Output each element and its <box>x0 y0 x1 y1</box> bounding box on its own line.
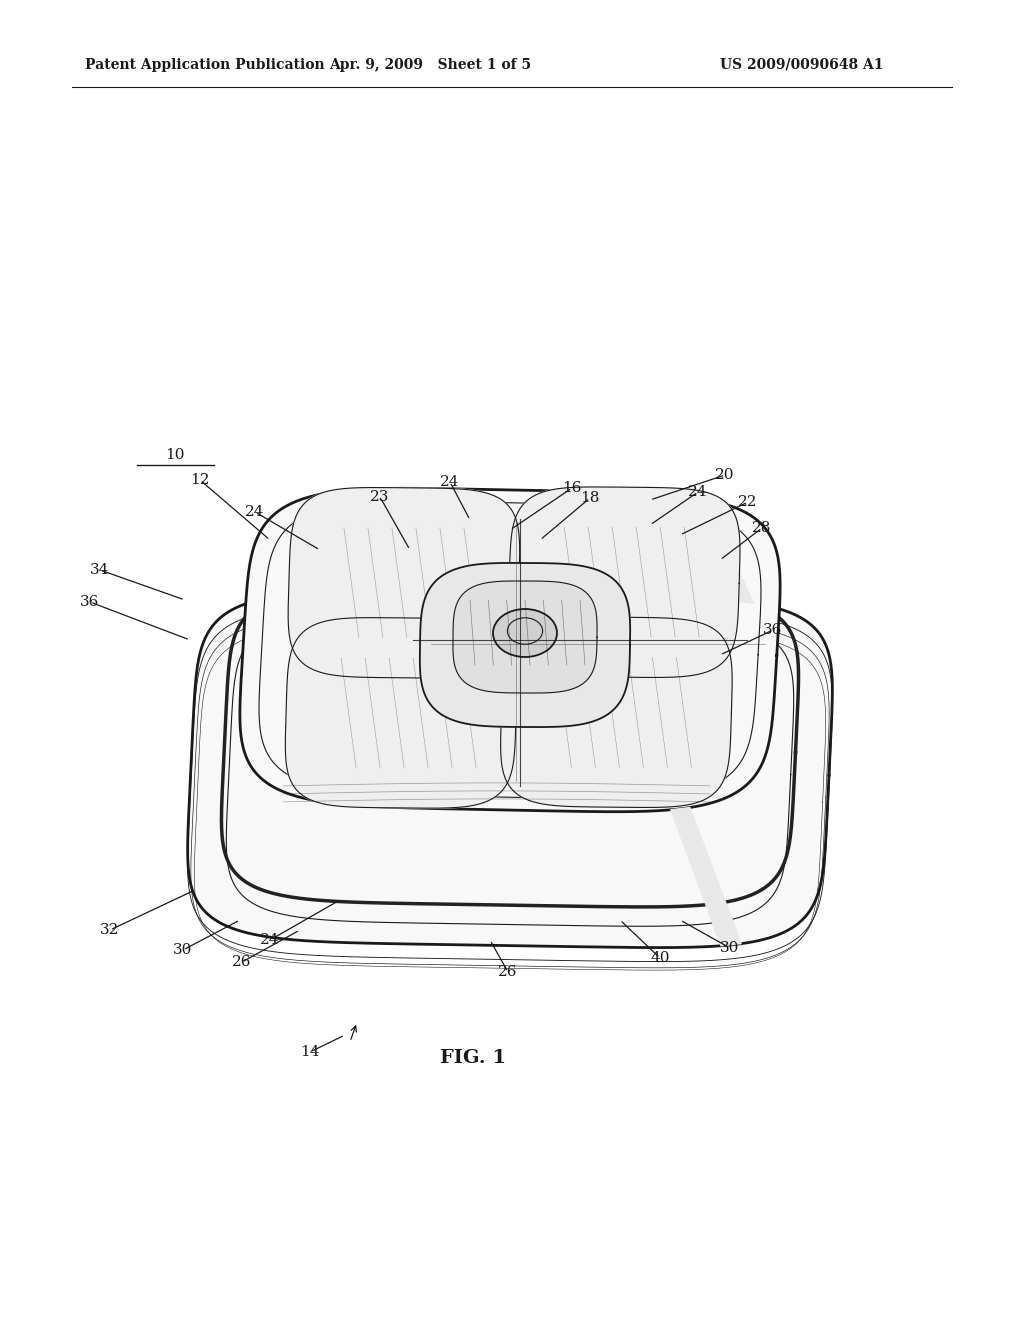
Polygon shape <box>288 487 519 678</box>
Text: 26: 26 <box>499 965 518 979</box>
Ellipse shape <box>300 871 380 899</box>
Text: 24: 24 <box>260 933 280 946</box>
Text: 14: 14 <box>300 1045 319 1059</box>
Text: 20: 20 <box>715 469 735 482</box>
Text: 32: 32 <box>100 923 120 937</box>
Text: 24: 24 <box>440 475 460 488</box>
Text: 26: 26 <box>232 954 252 969</box>
Text: FIG. 1: FIG. 1 <box>440 1049 506 1067</box>
Text: 23: 23 <box>371 490 390 504</box>
Text: 18: 18 <box>581 491 600 506</box>
Text: 24: 24 <box>688 484 708 499</box>
Polygon shape <box>302 791 728 929</box>
Text: 30: 30 <box>173 942 193 957</box>
Ellipse shape <box>640 865 720 891</box>
Text: 36: 36 <box>80 595 99 609</box>
Polygon shape <box>509 487 740 677</box>
Text: 40: 40 <box>650 950 670 965</box>
Text: 12: 12 <box>190 473 210 487</box>
Text: 16: 16 <box>562 480 582 495</box>
Text: 28: 28 <box>753 521 772 535</box>
Text: Apr. 9, 2009   Sheet 1 of 5: Apr. 9, 2009 Sheet 1 of 5 <box>329 58 531 73</box>
Polygon shape <box>233 636 786 944</box>
Polygon shape <box>453 581 597 693</box>
Polygon shape <box>240 895 425 940</box>
Text: US 2009/0090648 A1: US 2009/0090648 A1 <box>720 58 884 73</box>
Polygon shape <box>240 488 780 812</box>
Polygon shape <box>671 808 741 945</box>
Polygon shape <box>286 618 517 808</box>
Text: 22: 22 <box>738 495 758 510</box>
Polygon shape <box>501 616 732 808</box>
Polygon shape <box>685 496 754 603</box>
Text: 10: 10 <box>165 447 184 462</box>
Ellipse shape <box>475 878 555 906</box>
Text: Patent Application Publication: Patent Application Publication <box>85 58 325 73</box>
Ellipse shape <box>493 609 557 657</box>
Polygon shape <box>420 562 630 727</box>
Text: 36: 36 <box>763 623 782 638</box>
Text: 24: 24 <box>246 506 265 519</box>
Text: 30: 30 <box>720 941 739 954</box>
Text: 34: 34 <box>90 564 110 577</box>
Polygon shape <box>187 593 833 948</box>
